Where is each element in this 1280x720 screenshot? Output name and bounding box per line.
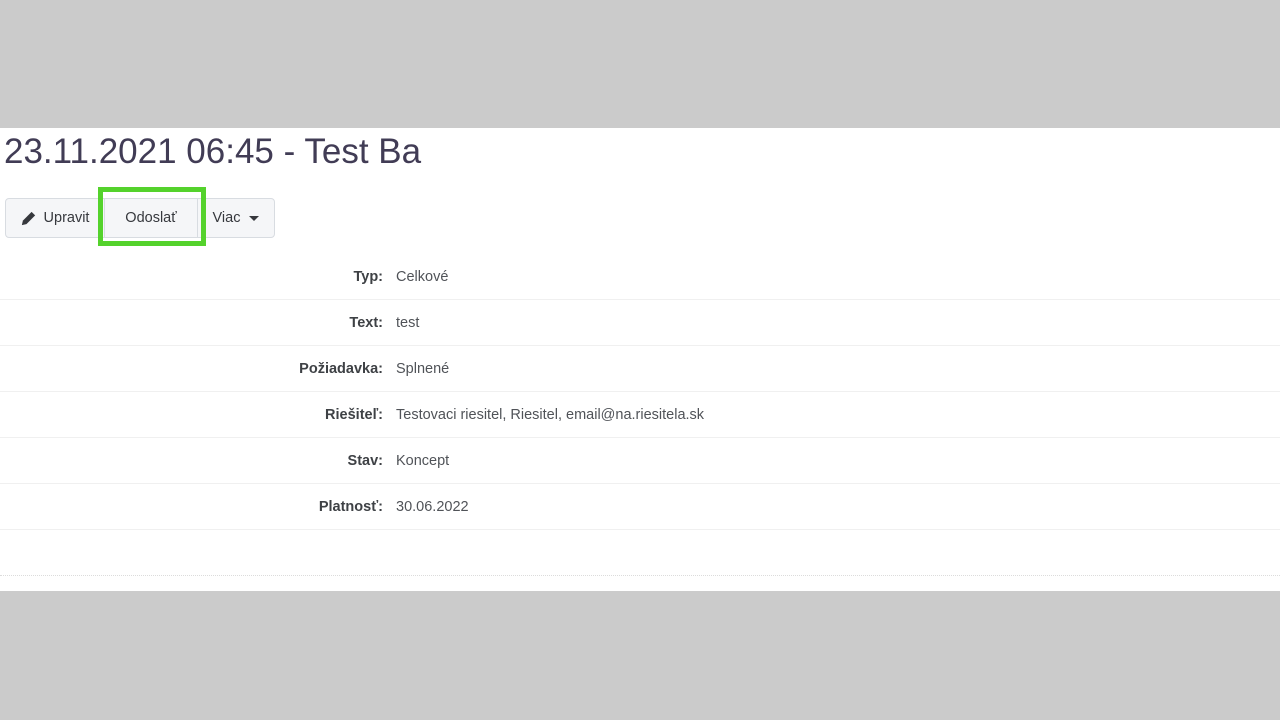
bottom-letterbox-bar xyxy=(0,591,1280,720)
send-button[interactable]: Odoslať xyxy=(104,198,198,238)
row-label: Požiadavka: xyxy=(299,360,383,377)
toolbar: Upravit Odoslať Viac xyxy=(5,198,275,238)
row-value: test xyxy=(396,314,420,331)
row-value: 30.06.2022 xyxy=(396,498,469,515)
row-label: Typ: xyxy=(353,268,383,285)
table-row: Text: test xyxy=(0,300,1280,346)
row-value: Koncept xyxy=(396,452,450,469)
table-row: Riešiteľ: Testovaci riesitel, Riesitel, … xyxy=(0,392,1280,438)
table-row: Platnosť: 30.06.2022 xyxy=(0,484,1280,530)
table-row: Typ: Celkové xyxy=(0,254,1280,300)
send-button-label: Odoslať xyxy=(125,210,177,226)
table-row: Požiadavka: Splnené xyxy=(0,346,1280,392)
pencil-icon xyxy=(21,211,36,226)
row-label: Platnosť: xyxy=(318,498,383,515)
details-table: Typ: Celkové Text: test Požiadavka: Spln… xyxy=(0,254,1280,576)
edit-button[interactable]: Upravit xyxy=(5,198,105,238)
row-label: Text: xyxy=(349,314,383,331)
more-button[interactable]: Viac xyxy=(197,198,275,238)
row-value: Splnené xyxy=(396,360,450,377)
row-value: Celkové xyxy=(396,268,449,285)
top-letterbox-bar xyxy=(0,0,1280,128)
row-value: Testovaci riesitel, Riesitel, email@na.r… xyxy=(396,406,705,423)
page-title: 23.11.2021 06:45 - Test Ba xyxy=(4,132,422,171)
caret-down-icon xyxy=(249,215,260,221)
more-button-label: Viac xyxy=(212,210,241,226)
table-row-empty xyxy=(0,530,1280,576)
table-row: Stav: Koncept xyxy=(0,438,1280,484)
row-label: Stav: xyxy=(347,452,383,469)
edit-button-label: Upravit xyxy=(43,210,90,226)
row-label: Riešiteľ: xyxy=(325,406,383,423)
